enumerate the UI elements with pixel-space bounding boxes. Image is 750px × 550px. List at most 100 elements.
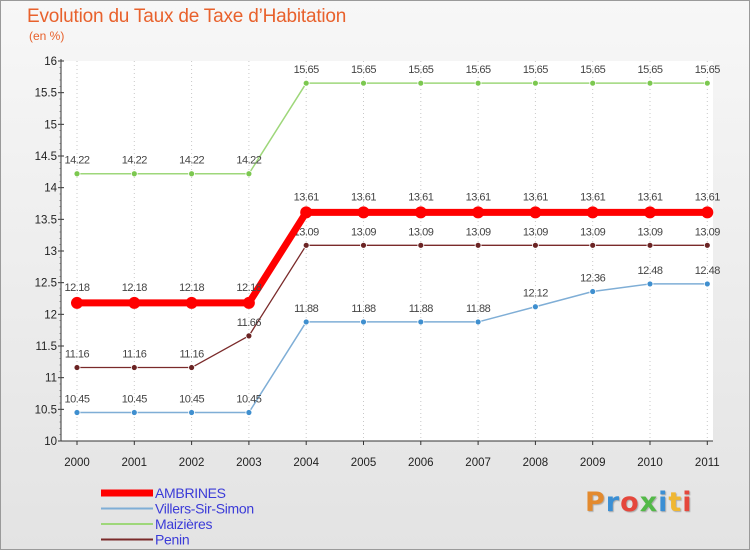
legend-label: Maizières bbox=[155, 516, 213, 532]
data-point bbox=[474, 241, 482, 249]
data-label: 12.18 bbox=[179, 282, 204, 294]
data-label: 13.61 bbox=[351, 191, 376, 203]
data-label: 15.65 bbox=[695, 64, 720, 76]
data-label: 14.22 bbox=[179, 155, 204, 167]
logo-letter: P bbox=[585, 487, 606, 518]
y-tick-label: 10.5 bbox=[35, 404, 57, 416]
x-tick-label: 2006 bbox=[408, 457, 434, 469]
data-point bbox=[185, 296, 198, 309]
data-point bbox=[474, 79, 482, 87]
data-point bbox=[360, 241, 367, 249]
data-label: 13.61 bbox=[466, 191, 491, 203]
data-label: 13.61 bbox=[408, 191, 433, 203]
series-line bbox=[77, 82, 708, 175]
data-label: 11.16 bbox=[122, 349, 147, 361]
data-label: 11.88 bbox=[294, 303, 319, 315]
legend-label: Penin bbox=[155, 532, 189, 548]
data-point bbox=[302, 79, 310, 87]
x-tick-label: 2011 bbox=[695, 457, 720, 469]
data-point bbox=[589, 79, 597, 87]
x-tick-label: 2005 bbox=[351, 457, 377, 469]
logo-letter: i bbox=[682, 487, 693, 518]
data-point bbox=[703, 280, 711, 288]
data-label: 12.48 bbox=[637, 265, 662, 277]
data-label: 13.09 bbox=[580, 226, 605, 238]
data-label: 15.65 bbox=[580, 64, 605, 76]
data-point bbox=[532, 79, 539, 87]
logo-letter: o bbox=[620, 487, 640, 518]
data-point bbox=[703, 79, 711, 87]
y-tick-label: 15.5 bbox=[35, 88, 57, 100]
data-label: 13.09 bbox=[637, 226, 662, 238]
data-point bbox=[529, 206, 542, 219]
x-tick-label: 2003 bbox=[236, 457, 262, 469]
chart-subtitle: (en %) bbox=[29, 29, 65, 43]
data-point bbox=[417, 79, 425, 87]
x-tick-label: 2008 bbox=[523, 457, 549, 469]
legend-label: AMBRINES bbox=[155, 485, 226, 501]
data-label: 15.65 bbox=[466, 64, 491, 76]
logo-letter: x bbox=[639, 487, 659, 518]
data-label: 15.65 bbox=[637, 64, 662, 76]
data-label: 13.61 bbox=[637, 191, 662, 203]
y-tick-label: 13.5 bbox=[35, 214, 57, 226]
series-line bbox=[77, 208, 708, 307]
data-point bbox=[586, 206, 599, 219]
data-point bbox=[245, 170, 253, 178]
x-tick-label: 2009 bbox=[580, 457, 606, 469]
data-point bbox=[644, 206, 656, 219]
data-point bbox=[589, 288, 597, 295]
data-point bbox=[302, 241, 310, 249]
x-tick-label: 2000 bbox=[64, 457, 90, 469]
data-label: 14.22 bbox=[64, 155, 89, 167]
data-point bbox=[130, 170, 138, 178]
data-point bbox=[73, 170, 81, 178]
data-point bbox=[532, 303, 539, 311]
data-point bbox=[472, 206, 485, 219]
data-label: 12.12 bbox=[523, 288, 548, 300]
y-tick-label: 12 bbox=[44, 309, 57, 321]
data-label: 11.88 bbox=[351, 303, 376, 315]
y-tick-label: 14 bbox=[44, 183, 57, 195]
data-label: 13.09 bbox=[695, 226, 720, 238]
x-tick-label: 2002 bbox=[179, 457, 205, 469]
series-maizi-res: 14.22 14.22 14.22 14.22 15.65 15.65 15.65 15.65… bbox=[64, 64, 721, 178]
data-point bbox=[188, 409, 196, 416]
x-tick-label: 2007 bbox=[465, 457, 491, 469]
data-label: 11.16 bbox=[179, 349, 204, 361]
data-point bbox=[130, 364, 138, 371]
data-point bbox=[242, 296, 255, 309]
data-label: 15.65 bbox=[523, 64, 548, 76]
logo-letter: r bbox=[605, 487, 621, 518]
x-tick-label: 2010 bbox=[637, 457, 663, 469]
data-point bbox=[701, 206, 714, 219]
data-point bbox=[73, 364, 81, 371]
data-point bbox=[71, 296, 83, 309]
data-point bbox=[245, 332, 253, 340]
data-label: 11.66 bbox=[237, 317, 262, 329]
data-point bbox=[300, 206, 313, 219]
data-label: 10.45 bbox=[122, 394, 147, 406]
data-label: 13.09 bbox=[466, 226, 491, 238]
data-label: 13.09 bbox=[351, 226, 376, 238]
y-tick-label: 12.5 bbox=[35, 278, 57, 290]
data-label: 12.18 bbox=[236, 282, 261, 294]
y-tick-label: 16 bbox=[44, 56, 57, 68]
data-label: 11.88 bbox=[466, 303, 491, 315]
series-line bbox=[77, 244, 708, 369]
data-label: 13.61 bbox=[580, 191, 605, 203]
data-label: 14.22 bbox=[236, 155, 261, 167]
data-point bbox=[646, 79, 654, 87]
data-point bbox=[414, 206, 427, 219]
logo-letter: i bbox=[658, 487, 669, 518]
data-point bbox=[589, 241, 597, 249]
data-label: 12.18 bbox=[64, 282, 89, 294]
chart-title: Evolution du Taux de Taxe d’Habitation bbox=[27, 6, 347, 27]
series-villers-sir-simon: 10.45 10.45 10.45 10.45 11.88 11.88 11.88 11.88… bbox=[64, 265, 721, 416]
data-label: 13.09 bbox=[408, 226, 433, 238]
y-tick-label: 15 bbox=[44, 119, 57, 131]
data-label: 13.61 bbox=[695, 191, 720, 203]
data-label: 12.48 bbox=[695, 265, 720, 277]
